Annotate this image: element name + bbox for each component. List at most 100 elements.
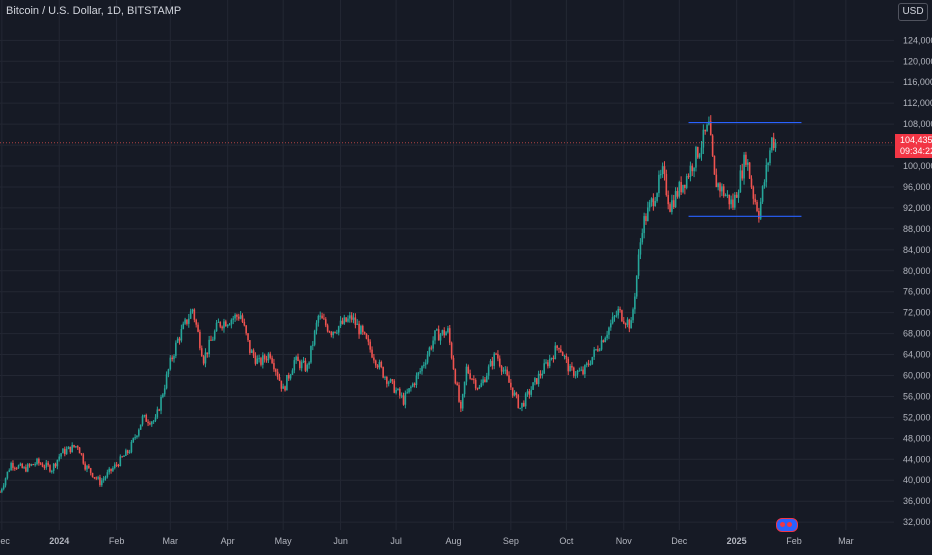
candle-body xyxy=(215,322,218,332)
candle-body xyxy=(308,362,310,365)
candle-body xyxy=(139,424,142,430)
candle-body xyxy=(715,174,718,188)
candle-body xyxy=(460,401,462,409)
candle-body xyxy=(547,362,549,367)
candle-body xyxy=(23,467,25,469)
candle-body xyxy=(30,464,33,466)
candle-body xyxy=(350,315,353,320)
candle-body xyxy=(763,182,766,187)
x-tick-label: Dec xyxy=(671,536,688,546)
candle-body xyxy=(445,332,447,336)
candle-body xyxy=(560,349,562,353)
candle-body xyxy=(88,465,90,469)
candle-body xyxy=(38,458,40,464)
candle-body xyxy=(480,383,483,387)
y-tick-label: 60,000 xyxy=(903,371,931,381)
candle-body xyxy=(752,187,755,199)
y-tick-label: 64,000 xyxy=(903,350,931,360)
candle-body xyxy=(274,369,277,372)
candle-body xyxy=(439,334,442,341)
candle-body xyxy=(463,381,466,395)
candle-body xyxy=(273,363,275,370)
candle-body xyxy=(532,382,534,390)
candle-body xyxy=(665,174,668,196)
candle-body xyxy=(421,366,423,372)
candle-body xyxy=(719,183,721,192)
candle-body xyxy=(262,355,264,365)
candle-body xyxy=(315,322,318,331)
y-tick-label: 44,000 xyxy=(903,454,931,464)
event-dot-icon xyxy=(780,522,785,527)
candle-body xyxy=(669,204,671,212)
candle-body xyxy=(73,444,75,447)
candle-body xyxy=(26,464,29,472)
candle-body xyxy=(252,350,255,356)
candle-body xyxy=(574,374,577,376)
candle-body xyxy=(178,338,181,341)
candle-body xyxy=(667,195,669,205)
candle-body xyxy=(461,394,464,409)
candle-body xyxy=(130,441,133,453)
y-tick-label: 112,000 xyxy=(903,98,932,108)
candle-body xyxy=(639,242,642,255)
candle-body xyxy=(613,316,616,318)
candle-body xyxy=(582,369,584,375)
candle-body xyxy=(132,438,135,442)
candle-body xyxy=(182,323,185,329)
candle-body xyxy=(682,184,684,193)
x-tick-label: Oct xyxy=(559,536,574,546)
currency-button[interactable]: USD xyxy=(898,3,928,21)
candle-body xyxy=(478,386,481,389)
symbol-title[interactable]: Bitcoin / U.S. Dollar, 1D, BITSTAMP xyxy=(6,5,182,17)
candle-body xyxy=(147,421,149,424)
events-badge-icon[interactable] xyxy=(776,518,798,532)
candle-body xyxy=(56,459,59,467)
candle-body xyxy=(413,383,416,385)
candle-body xyxy=(89,468,92,473)
candle-body xyxy=(652,198,655,207)
candle-body xyxy=(769,150,771,163)
candle-body xyxy=(485,375,488,383)
candle-body xyxy=(772,137,775,148)
candle-body xyxy=(545,362,547,364)
candle-body xyxy=(310,345,312,363)
x-tick-label: 2024 xyxy=(49,536,69,546)
candle-body xyxy=(4,478,7,486)
candle-body xyxy=(408,388,410,393)
candle-body xyxy=(154,417,157,421)
candle-body xyxy=(654,201,657,207)
candle-body xyxy=(121,456,123,458)
candle-body xyxy=(643,216,645,234)
y-tick-label: 40,000 xyxy=(903,475,931,485)
candle-body xyxy=(622,321,625,324)
candle-body xyxy=(443,330,446,336)
candle-body xyxy=(704,129,707,132)
candle-body xyxy=(287,374,290,379)
candle-body xyxy=(258,358,260,360)
candle-body xyxy=(447,328,449,333)
candle-body xyxy=(267,353,270,361)
candle-body xyxy=(62,448,64,454)
candle-body xyxy=(143,415,146,417)
candle-body xyxy=(195,319,197,325)
candle-body xyxy=(228,324,231,326)
candle-body xyxy=(302,360,305,363)
candle-body xyxy=(97,477,99,479)
candle-body xyxy=(14,467,16,469)
candle-body xyxy=(771,137,773,151)
candle-body xyxy=(452,357,455,370)
candle-body xyxy=(237,316,240,319)
candle-body xyxy=(721,186,723,192)
candle-body xyxy=(647,207,649,221)
candle-body xyxy=(436,329,438,331)
candle-body xyxy=(774,142,777,148)
candle-body xyxy=(724,195,727,197)
candle-body xyxy=(15,468,18,470)
candle-body xyxy=(221,326,223,329)
candle-body xyxy=(58,456,61,460)
candle-body xyxy=(550,357,553,359)
candle-body xyxy=(160,396,162,411)
candle-body xyxy=(758,210,760,219)
